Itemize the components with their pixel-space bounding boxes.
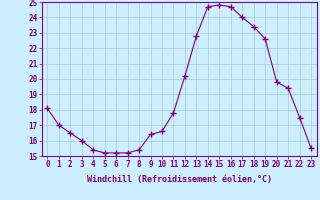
X-axis label: Windchill (Refroidissement éolien,°C): Windchill (Refroidissement éolien,°C) (87, 175, 272, 184)
